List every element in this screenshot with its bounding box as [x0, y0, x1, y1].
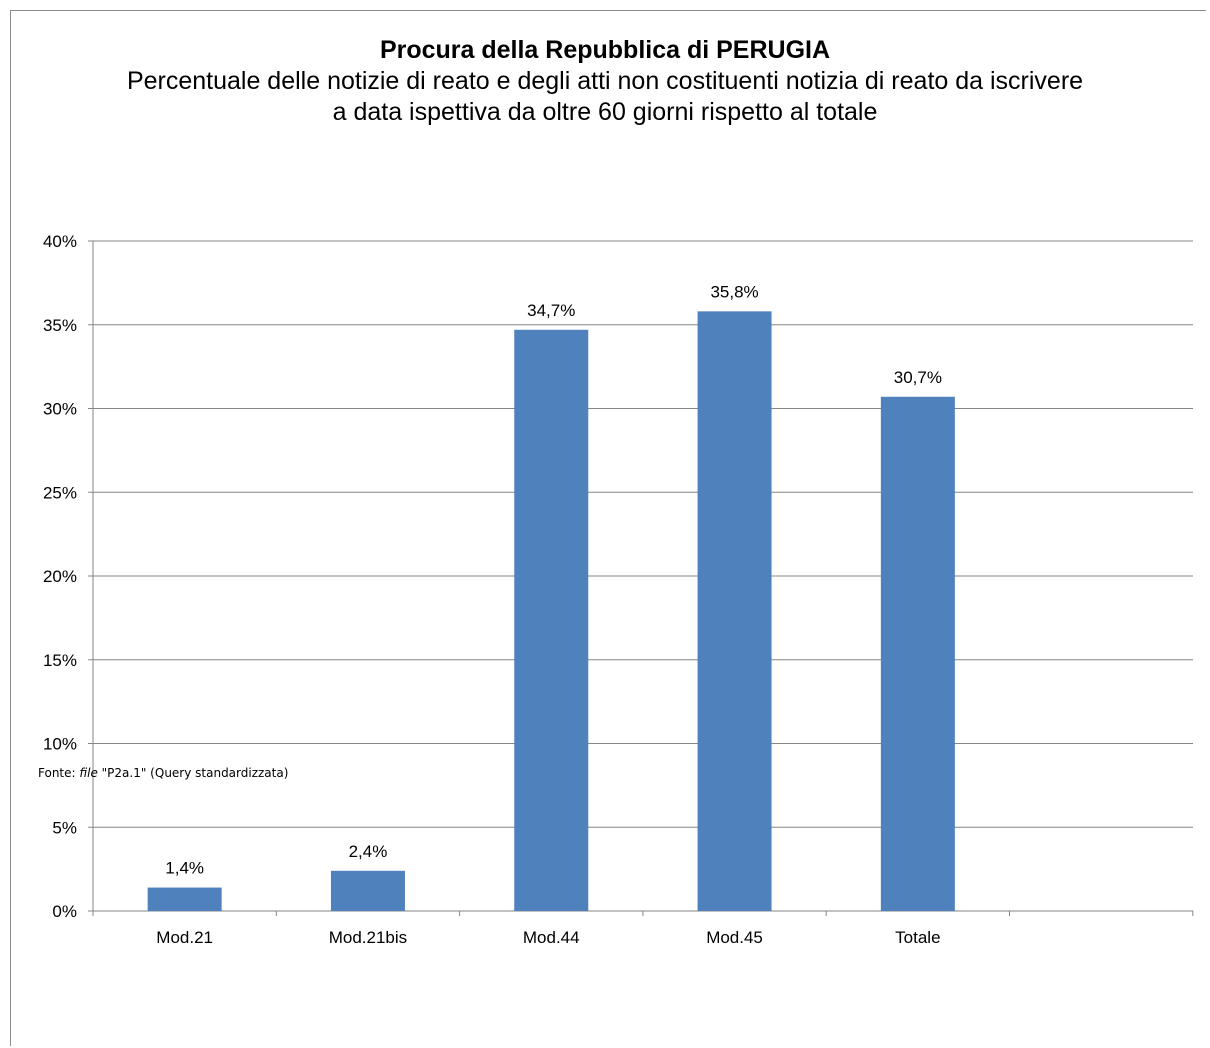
bar [880, 396, 955, 911]
source-rest: "P2a.1" (Query standardizzata) [97, 766, 289, 780]
y-tick-label: 5% [52, 818, 77, 837]
source-prefix: Fonte: [38, 766, 80, 780]
bar [697, 311, 772, 912]
x-tick-label: Mod.44 [523, 928, 580, 947]
bar [330, 870, 405, 911]
source-note: Fonte: file "P2a.1" (Query standardizzat… [38, 766, 288, 780]
bar [514, 329, 589, 911]
y-tick-label: 20% [43, 567, 77, 586]
x-tick-label: Mod.45 [706, 928, 763, 947]
data-label: 35,8% [710, 282, 758, 301]
y-tick-label: 30% [43, 400, 77, 419]
chart-subtitle: Percentuale delle notizie di reato e deg… [126, 67, 1084, 126]
x-tick-label: Mod.21 [156, 928, 213, 947]
source-file-word: file [79, 766, 98, 780]
y-tick-label: 15% [43, 651, 77, 670]
x-tick-label: Mod.21bis [329, 928, 407, 947]
data-label: 2,4% [349, 842, 388, 861]
y-tick-label: 0% [52, 902, 77, 921]
y-tick-label: 40% [43, 232, 77, 251]
x-tick-label: Totale [895, 928, 940, 947]
data-label: 1,4% [165, 859, 204, 878]
y-tick-label: 25% [43, 483, 77, 502]
bar [147, 887, 222, 911]
chart-frame [10, 10, 1206, 1046]
chart-titles: Procura della Repubblica di PERUGIA Perc… [0, 34, 1210, 128]
data-label: 34,7% [527, 301, 575, 320]
data-label: 30,7% [894, 368, 942, 387]
chart-title: Procura della Repubblica di PERUGIA [379, 36, 831, 64]
y-tick-label: 35% [43, 316, 77, 335]
y-tick-label: 10% [43, 735, 77, 754]
